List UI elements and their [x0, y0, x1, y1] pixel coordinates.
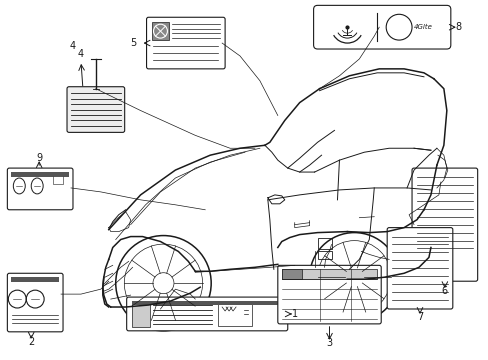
- Bar: [416, 264, 442, 265]
- Bar: [317, 251, 331, 260]
- Bar: [281, 269, 301, 279]
- Text: 2: 2: [28, 337, 34, 347]
- Text: 1: 1: [291, 309, 297, 319]
- FancyBboxPatch shape: [7, 273, 63, 332]
- Text: 3: 3: [326, 338, 332, 348]
- Text: 7: 7: [416, 312, 422, 322]
- Text: 4: 4: [70, 41, 76, 51]
- Text: 4: 4: [78, 49, 84, 59]
- FancyBboxPatch shape: [126, 297, 287, 331]
- Bar: [131, 301, 149, 327]
- Bar: [416, 260, 439, 262]
- Bar: [317, 238, 331, 249]
- FancyBboxPatch shape: [386, 228, 452, 309]
- Bar: [416, 266, 445, 268]
- FancyBboxPatch shape: [7, 168, 73, 210]
- Text: 9: 9: [36, 153, 42, 163]
- Text: 4Glte: 4Glte: [413, 24, 432, 30]
- Text: 5: 5: [130, 38, 137, 48]
- FancyBboxPatch shape: [277, 265, 381, 324]
- Bar: [131, 301, 285, 305]
- FancyBboxPatch shape: [67, 87, 124, 132]
- Bar: [416, 269, 448, 271]
- FancyBboxPatch shape: [146, 17, 224, 69]
- Bar: [11, 277, 59, 282]
- Bar: [218, 302, 251, 326]
- Bar: [11, 172, 69, 177]
- FancyBboxPatch shape: [411, 168, 477, 281]
- Bar: [416, 257, 436, 259]
- Bar: [281, 269, 376, 279]
- FancyBboxPatch shape: [313, 5, 450, 49]
- Text: 8: 8: [455, 22, 461, 32]
- Bar: [151, 22, 169, 40]
- Text: 6: 6: [441, 286, 447, 296]
- Bar: [53, 176, 63, 184]
